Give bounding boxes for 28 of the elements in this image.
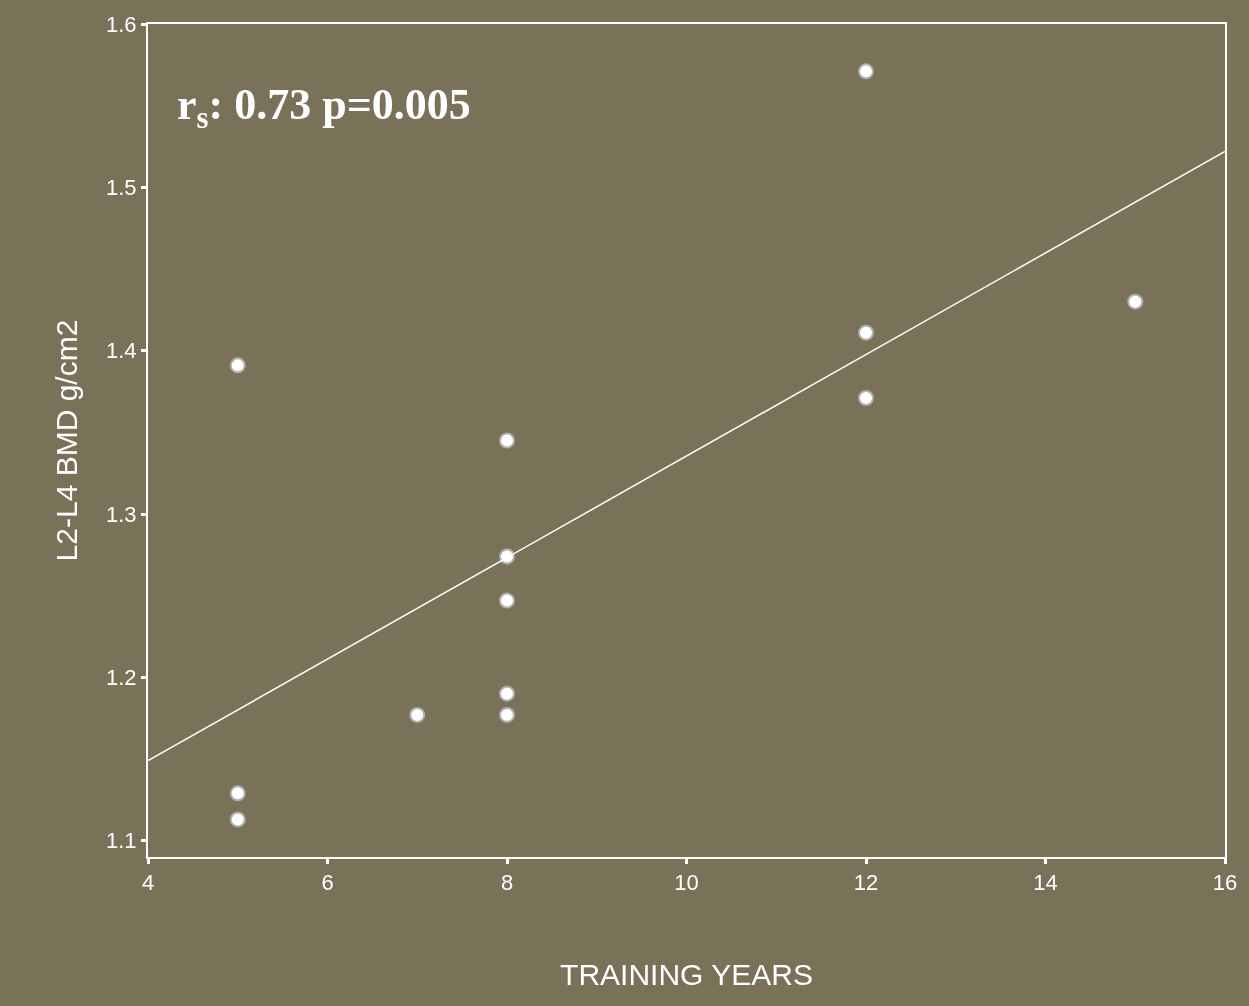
point [858, 63, 874, 80]
point [229, 785, 246, 802]
point [499, 432, 515, 449]
x-tick-label: 12 [853, 870, 879, 896]
point [499, 706, 515, 723]
y-axis-title: L2-L4 BMD g/cm2 [49, 319, 83, 562]
annotation: r$_{s}$: 0.73 p=0.005 [177, 80, 471, 136]
point [858, 324, 874, 341]
y-tick-label: 1.4 [106, 338, 137, 364]
x-tick-label: 16 [1212, 870, 1238, 896]
point [409, 706, 426, 723]
y-tick-label: 1.1 [106, 828, 137, 854]
x-tick-label: 8 [500, 870, 514, 896]
x-tick-label: 10 [674, 870, 699, 896]
point [229, 811, 246, 828]
x-tick-label: 4 [141, 870, 155, 896]
y-tick-label: 1.6 [106, 11, 137, 37]
point [1127, 293, 1144, 310]
point [858, 390, 874, 407]
point [499, 592, 515, 609]
x-tick-label: 14 [1033, 870, 1058, 896]
x-tick-label: 6 [321, 870, 334, 896]
x-axis-title: TRAINING YEARS [560, 958, 813, 992]
y-tick-label: 1.5 [106, 175, 137, 201]
y-tick-label: 1.3 [106, 501, 137, 527]
y-tick-label: 1.2 [106, 665, 137, 691]
point [499, 685, 515, 702]
point [229, 357, 246, 374]
